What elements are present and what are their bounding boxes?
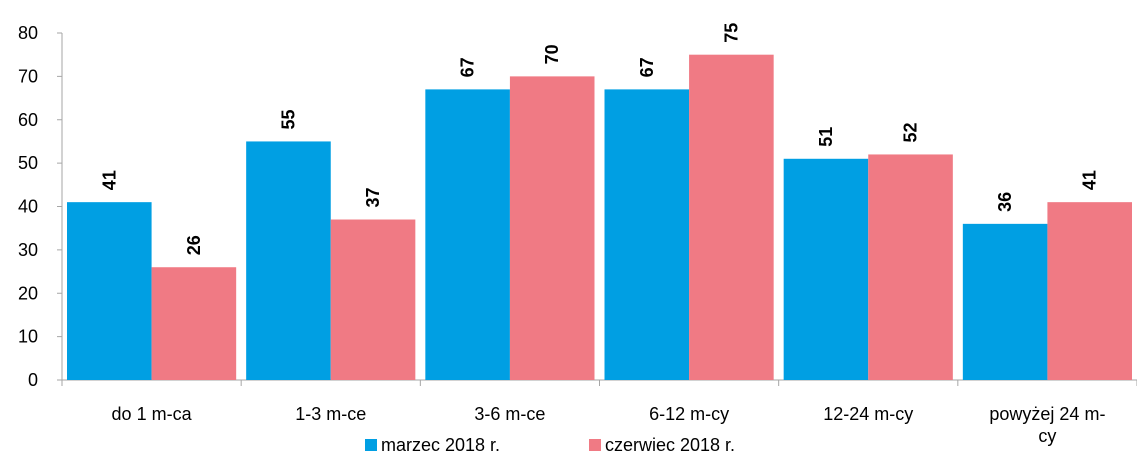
y-tick-label: 70 (18, 66, 38, 86)
x-category-label: powyżej 24 m-cy (989, 404, 1105, 446)
y-tick-label: 40 (18, 197, 38, 217)
bar-marzec (246, 141, 331, 380)
bar-czerwiec (1047, 202, 1132, 380)
bar-czerwiec (868, 154, 953, 380)
bar-marzec (962, 223, 1048, 380)
data-label: 52 (901, 122, 921, 142)
bar-czerwiec (509, 76, 595, 380)
data-label: 37 (363, 187, 383, 207)
legend-swatch-marzec (365, 439, 377, 451)
bar-czerwiec (330, 219, 416, 380)
data-labels: 41 55 67 67 51 36 26 37 70 75 52 41 (99, 23, 1099, 256)
y-tick-label: 0 (28, 370, 38, 390)
y-tick-label: 10 (18, 327, 38, 347)
bar-czerwiec (689, 54, 774, 380)
y-tick-label: 30 (18, 240, 38, 260)
data-label: 67 (637, 57, 657, 77)
data-label: 26 (184, 235, 204, 255)
legend: marzec 2018 r. czerwiec 2018 r. (365, 435, 735, 455)
data-label: 51 (816, 127, 836, 147)
legend-swatch-czerwiec (589, 439, 601, 451)
data-label: 75 (721, 23, 741, 43)
y-tick-label: 60 (18, 110, 38, 130)
axes: 0 10 20 30 40 50 60 70 80 do 1 m-ca 1-3 m-ce 3-6 m-… (18, 23, 1137, 446)
y-tick-label: 80 (18, 23, 38, 43)
data-label: 41 (1080, 170, 1100, 190)
legend-label-marzec: marzec 2018 r. (381, 435, 500, 455)
bar-marzec (425, 89, 510, 380)
x-category-label: 6-12 m-cy (649, 404, 729, 424)
x-category-label: 12-24 m-cy (823, 404, 913, 424)
x-category-label: 3-6 m-ce (474, 404, 545, 424)
data-label: 36 (995, 192, 1015, 212)
data-label: 41 (99, 170, 119, 190)
bars (67, 54, 1132, 380)
x-category-label: 1-3 m-ce (295, 404, 366, 424)
bar-marzec (783, 158, 869, 380)
data-label: 67 (458, 57, 478, 77)
data-label: 55 (278, 109, 298, 129)
bar-marzec (604, 89, 690, 380)
x-category-label: do 1 m-ca (112, 404, 193, 424)
y-tick-label: 50 (18, 153, 38, 173)
bar-czerwiec (151, 267, 237, 380)
y-tick-label: 20 (18, 283, 38, 303)
data-label: 70 (542, 44, 562, 64)
bar-marzec (67, 202, 152, 380)
legend-label-czerwiec: czerwiec 2018 r. (605, 435, 735, 455)
